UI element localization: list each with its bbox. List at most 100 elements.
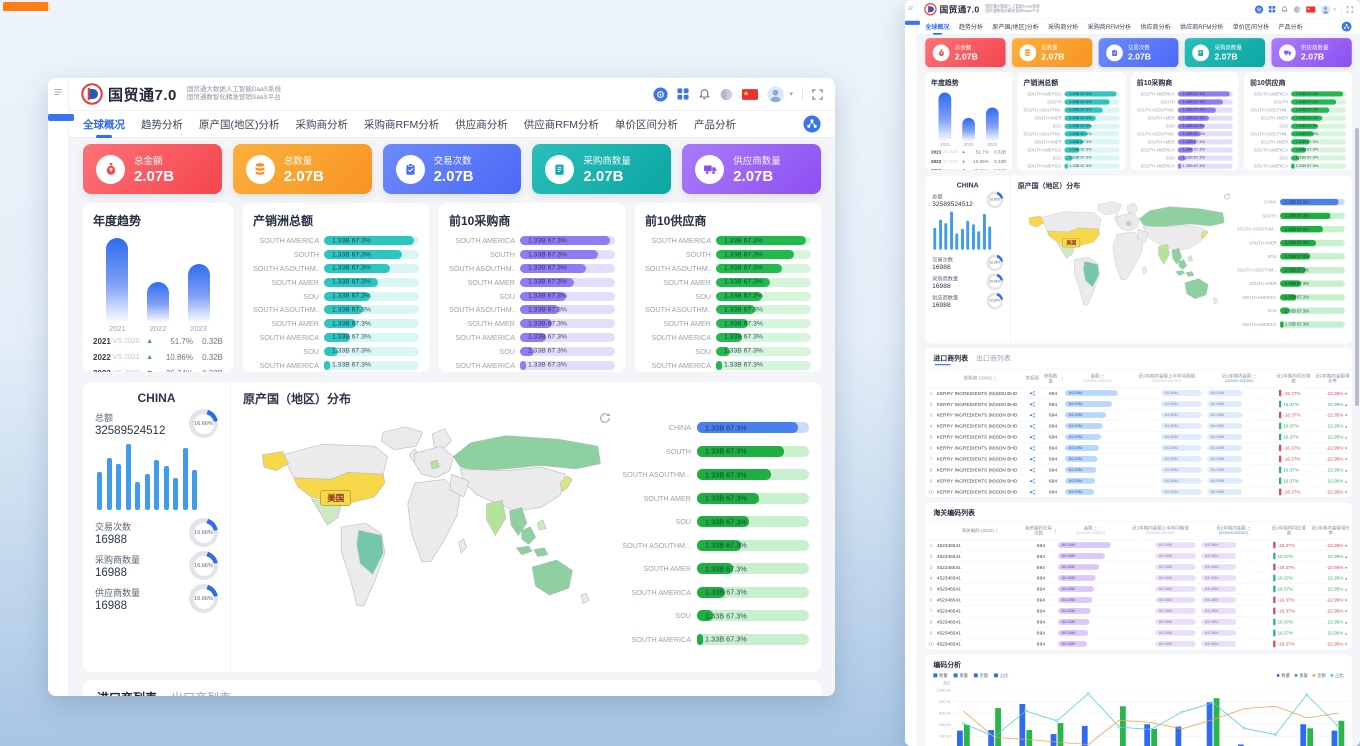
kpi-card-1[interactable]: 总数量 2.07B (232, 144, 372, 194)
sort-icon[interactable] (993, 376, 996, 381)
nav-tab-5[interactable]: 供应商分析 (1140, 23, 1171, 31)
nav-tab-0[interactable]: 全球概况 (83, 118, 125, 131)
sidebar-toggle-icon[interactable] (53, 87, 63, 97)
kpi-card-3[interactable]: 采购商数量 2.07B (1184, 38, 1266, 68)
fullscreen-icon[interactable] (812, 88, 823, 100)
table-row[interactable]: 7 KERRY INGREDIENTS (M)SDN BHD 694 84.08M 84… (925, 454, 1352, 465)
legend-series-item[interactable]: 数量 (1276, 672, 1290, 678)
chevron-down-icon[interactable]: ▾ (1333, 7, 1336, 12)
nav-tab-7[interactable]: 单价区间分析 (615, 118, 678, 131)
sort-icon[interactable] (1094, 526, 1097, 531)
column-header[interactable]: 海关编码 (2016) (937, 528, 1024, 533)
table-row[interactable]: 9 KERRY INGREDIENTS (M)SDN BHD 694 84.08M 84… (925, 476, 1352, 487)
sort-icon[interactable] (1247, 526, 1250, 531)
kpi-card-4[interactable]: 供应商数量 2.07B (682, 144, 821, 194)
sidebar-blue-tab[interactable] (48, 114, 74, 121)
bell-icon[interactable] (698, 88, 711, 101)
kpi-card-3[interactable]: 采购商数量 2.07B (532, 144, 672, 194)
legend-series-item[interactable]: 重量 (1294, 672, 1308, 678)
world-map[interactable] (1018, 192, 1231, 324)
table-row[interactable]: 4 452346541 694 84.08M 84.08M 84.08M 16.37% 22.… (925, 573, 1352, 584)
column-header[interactable]: 近2年期内金额 (202009-202302) (1198, 526, 1269, 536)
avatar[interactable] (1321, 4, 1331, 14)
refresh-icon[interactable] (599, 412, 611, 424)
relation-graph-icon[interactable] (1023, 489, 1040, 495)
nav-tab-2[interactable]: 原产国(地区)分析 (199, 118, 280, 131)
tab-importers[interactable]: 进口商列表 (97, 689, 157, 696)
column-header[interactable]: 金额 (202009-202302) (1058, 526, 1123, 536)
ai-assistant-button[interactable] (1341, 21, 1352, 32)
table-row[interactable]: 5 KERRY INGREDIENTS (M)SDN BHD 694 84.08M 84… (925, 432, 1352, 443)
workbench-icon[interactable] (653, 86, 669, 102)
relation-graph-icon[interactable] (1023, 390, 1040, 396)
nav-tab-4[interactable]: 采购商RFM分析 (364, 118, 440, 131)
nav-tab-3[interactable]: 采购商分析 (1048, 23, 1079, 31)
sidebar-blue-tab[interactable] (905, 20, 921, 25)
sort-icon[interactable] (1253, 374, 1256, 379)
legend-checkbox-item[interactable]: 数量 (933, 672, 948, 678)
kpi-card-1[interactable]: 总数量 2.07B (1011, 38, 1093, 68)
legend-checkbox-item[interactable]: 占比 (994, 672, 1008, 678)
sort-icon[interactable] (1101, 374, 1104, 379)
legend-series-item[interactable]: 占比 (1330, 672, 1344, 678)
nav-tab-3[interactable]: 采购商分析 (295, 118, 349, 131)
table-row[interactable]: 6 452346541 694 84.08M 84.08M 84.08M -16.37% -2… (925, 595, 1352, 606)
sort-icon[interactable] (1060, 376, 1064, 381)
tab-exporters[interactable]: 出口商列表 (976, 354, 1011, 363)
relation-graph-icon[interactable] (1023, 401, 1040, 407)
ai-assistant-button[interactable] (803, 115, 821, 133)
tab-importers[interactable]: 进口商列表 (933, 353, 968, 366)
bell-icon[interactable] (1281, 5, 1289, 13)
relation-graph-icon[interactable] (1023, 434, 1040, 440)
china-flag-icon[interactable] (1306, 6, 1316, 13)
table-row[interactable]: 4 KERRY INGREDIENTS (M)SDN BHD 694 84.08M 84… (925, 421, 1352, 432)
column-header[interactable]: 采购商 CGNG (937, 376, 1024, 381)
apps-grid-icon[interactable] (677, 88, 690, 100)
scrollbar-thumb[interactable] (1355, 128, 1359, 406)
workbench-icon[interactable] (1255, 5, 1264, 14)
table-row[interactable]: 10 452346541 694 84.08M 84.08M 84.08M -16.37% -… (925, 639, 1352, 650)
table-row[interactable]: 3 452346541 694 84.08M 84.08M 84.08M -16.37% -2… (925, 562, 1352, 573)
table-row[interactable]: 6 KERRY INGREDIENTS (M)SDN BHD 694 84.08M 84… (925, 443, 1352, 454)
table-row[interactable]: 8 452346541 694 84.08M 84.08M 84.08M 16.37% 22.… (925, 617, 1352, 628)
relation-graph-icon[interactable] (1023, 445, 1040, 451)
nav-tab-2[interactable]: 原产国(地区)分析 (992, 23, 1039, 31)
legend-checkbox-item[interactable]: 重量 (953, 672, 968, 678)
table-row[interactable]: 1 KERRY INGREDIENTS (M)SDN BHD 694 84.08M 84… (925, 388, 1352, 399)
kpi-card-0[interactable]: 总金额 2.07B (83, 144, 222, 194)
theme-icon[interactable] (1294, 5, 1302, 13)
nav-tab-4[interactable]: 采购商RFM分析 (1087, 23, 1132, 31)
fullscreen-icon[interactable] (1346, 6, 1353, 13)
nav-tab-7[interactable]: 单价区间分析 (1232, 23, 1270, 31)
relation-graph-icon[interactable] (1023, 456, 1040, 462)
column-header[interactable]: 海关编码交易次数 (1023, 525, 1058, 536)
sort-icon[interactable] (1054, 528, 1057, 533)
nav-tab-8[interactable]: 产品分析 (1278, 23, 1303, 31)
nav-tab-5[interactable]: 供应商分析 (455, 118, 508, 131)
sidebar-toggle-icon[interactable] (908, 5, 914, 11)
tab-exporters[interactable]: 出口商列表 (171, 689, 231, 696)
kpi-card-0[interactable]: 总金额 2.07B (925, 38, 1006, 68)
kpi-card-4[interactable]: 供应商数量 2.07B (1271, 38, 1352, 68)
legend-series-item[interactable]: 金额 (1312, 672, 1326, 678)
legend-checkbox-item[interactable]: 金额 (973, 672, 988, 678)
nav-tab-6[interactable]: 供应商RFM分析 (1179, 23, 1224, 31)
table-row[interactable]: 2 452346541 694 84.08M 84.08M 84.08M 16.37% 22.… (925, 551, 1352, 562)
chevron-down-icon[interactable]: ▾ (789, 91, 793, 98)
column-header[interactable]: 采购数量 (1041, 373, 1065, 384)
table-row[interactable]: 1 452346541 694 84.08M 84.08M 84.08M -16.37% -2… (925, 540, 1352, 551)
nav-tab-0[interactable]: 全球概况 (925, 23, 950, 31)
relation-graph-icon[interactable] (1023, 423, 1040, 429)
table-row[interactable]: 2 KERRY INGREDIENTS (M)SDN BHD 694 84.08M 84… (925, 399, 1352, 410)
kpi-card-2[interactable]: 交易次数 2.07B (1098, 38, 1179, 68)
theme-icon[interactable] (720, 88, 733, 101)
kpi-card-2[interactable]: 交易次数 2.07B (382, 144, 522, 194)
world-map[interactable] (243, 411, 611, 639)
nav-tab-1[interactable]: 趋势分析 (958, 23, 984, 31)
table-row[interactable]: 9 452346541 694 84.08M 84.08M 84.08M 16.37% 22.… (925, 628, 1352, 639)
relation-graph-icon[interactable] (1023, 412, 1040, 418)
table-row[interactable]: 3 KERRY INGREDIENTS (M)SDN BHD 694 84.08M 84… (925, 410, 1352, 421)
china-flag-icon[interactable] (742, 88, 759, 100)
refresh-icon[interactable] (1223, 193, 1230, 200)
sort-icon[interactable] (995, 528, 999, 533)
